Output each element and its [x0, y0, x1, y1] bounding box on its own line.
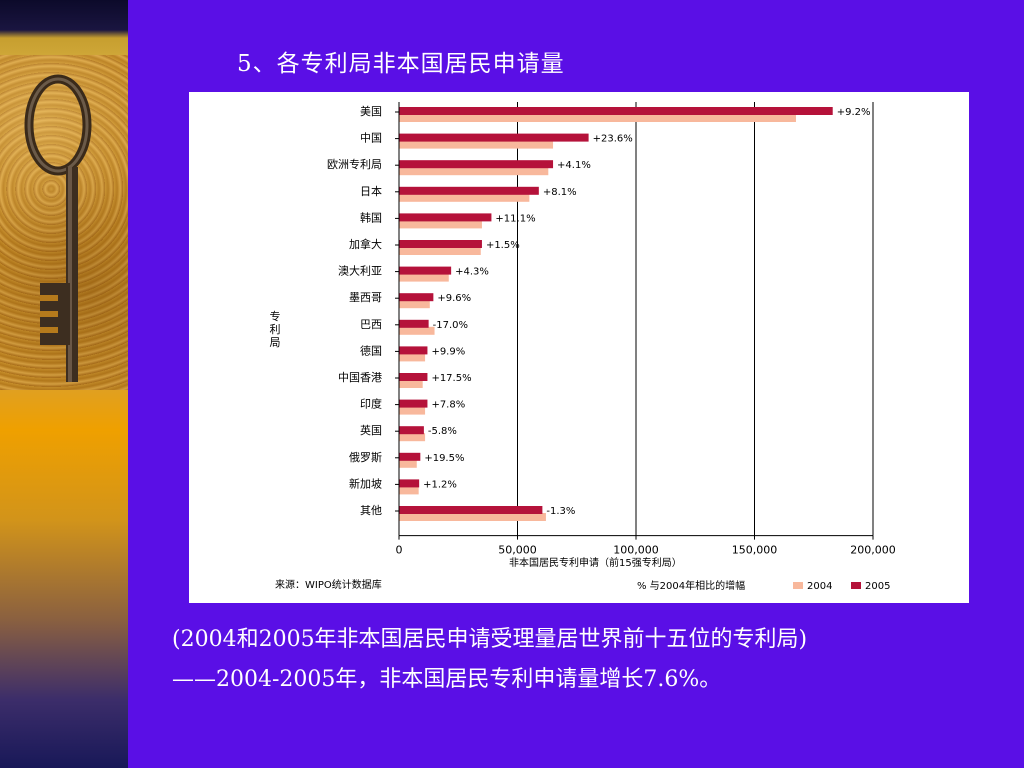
slide-title: 5、各专利局非本国居民申请量	[237, 51, 565, 77]
x-axis-label: 非本国居民专利申请（前15强专利局）	[509, 556, 682, 569]
bar-2005	[399, 373, 428, 381]
x-tick-label: 200,000	[850, 544, 896, 557]
growth-label: +1.5%	[486, 240, 520, 251]
bar-2004	[399, 353, 426, 362]
bar-2004	[399, 220, 482, 229]
caption-line-2: ——2004-2005年，非本国居民专利申请量增长7.6%。	[172, 667, 722, 692]
bar-2005	[399, 240, 482, 248]
category-label: 德国	[360, 343, 382, 357]
bar-2004	[399, 273, 449, 282]
legend-label-2005: 2005	[865, 581, 890, 592]
growth-legend-label: % 与2004年相比的增幅	[637, 579, 745, 592]
growth-label: +9.9%	[431, 346, 465, 357]
bar-2005	[399, 186, 539, 195]
y-axis-label-char: 利	[270, 323, 281, 336]
source-note: 来源：WIPO统计数据库	[275, 578, 382, 591]
x-tick-label: 50,000	[498, 544, 537, 557]
category-label: 中国	[360, 132, 382, 145]
category-label: 美国	[360, 105, 382, 118]
bar-2005	[399, 452, 421, 461]
growth-label: +23.6%	[593, 134, 633, 145]
antique-key-image	[0, 55, 128, 390]
y-axis-label-char: 局	[270, 336, 281, 349]
legend-swatch-2004	[793, 582, 803, 589]
growth-label: +4.1%	[557, 160, 591, 171]
bar-2004	[399, 406, 426, 415]
category-label: 墨西哥	[349, 291, 382, 304]
category-label: 俄罗斯	[349, 451, 382, 464]
bar-2004	[399, 140, 554, 149]
category-label: 新加坡	[349, 476, 382, 490]
x-tick-label: 100,000	[613, 544, 659, 557]
bar-2005	[399, 213, 492, 222]
growth-label: +1.2%	[423, 479, 457, 490]
category-label: 欧洲专利局	[327, 157, 382, 171]
growth-label: +11.1%	[495, 213, 535, 224]
bar-2004	[399, 513, 546, 521]
category-label: 加拿大	[349, 237, 382, 251]
caption-line-1: (2004和2005年非本国居民申请受理量居世界前十五位的专利局)	[172, 627, 808, 652]
bar-2005	[399, 160, 554, 169]
bar-2004	[399, 114, 796, 122]
growth-label: +9.2%	[837, 107, 871, 118]
bar-2005	[399, 133, 589, 142]
bar-2005	[399, 266, 452, 275]
category-label: 巴西	[360, 318, 382, 331]
bar-2005	[399, 506, 543, 514]
bar-chart: 美国 +9.2% 中国 +23.6% 欧洲专利局 +4.1% 日本 +8.1% 韩国 +11.1%…	[270, 102, 896, 592]
bar-2005	[399, 426, 424, 435]
bar-2005	[399, 346, 428, 355]
bar-2005	[399, 293, 434, 302]
bar-2004	[399, 167, 549, 176]
category-label: 印度	[360, 397, 382, 411]
bar-2004	[399, 459, 417, 468]
bar-2004	[399, 300, 430, 309]
bar-2005	[399, 399, 428, 408]
chart-panel: 美国 +9.2% 中国 +23.6% 欧洲专利局 +4.1% 日本 +8.1% 韩国 +11.1%…	[189, 92, 969, 603]
growth-label: -5.8%	[428, 426, 457, 437]
slide-caption: (2004和2005年非本国居民申请受理量居世界前十五位的专利局) ——2004…	[172, 620, 992, 700]
bar-2005	[399, 319, 429, 328]
y-axis-label-char: 专	[270, 309, 281, 323]
bar-2004	[399, 326, 435, 335]
growth-label: +4.3%	[455, 267, 489, 278]
category-label: 其他	[360, 504, 382, 517]
category-label: 英国	[360, 423, 382, 437]
growth-label: -1.3%	[546, 506, 575, 517]
bar-2004	[399, 433, 426, 442]
bar-2005	[399, 107, 833, 115]
bar-2004	[399, 247, 481, 255]
growth-label: +9.6%	[437, 293, 471, 304]
category-label: 日本	[360, 184, 382, 198]
bar-2004	[399, 380, 423, 388]
growth-label: +8.1%	[543, 187, 577, 198]
category-label: 中国香港	[338, 371, 382, 384]
x-tick-label: 150,000	[732, 544, 778, 557]
growth-label: -17.0%	[433, 320, 468, 331]
x-tick-label: 0	[396, 544, 403, 557]
legend-swatch-2005	[851, 582, 861, 589]
growth-label: +7.8%	[431, 400, 465, 411]
bar-2004	[399, 193, 530, 202]
growth-label: +17.5%	[431, 373, 471, 384]
category-label: 澳大利亚	[338, 264, 382, 278]
bar-2005	[399, 479, 420, 488]
growth-label: +19.5%	[424, 453, 464, 464]
category-label: 韩国	[360, 210, 382, 224]
legend-label-2004: 2004	[807, 581, 832, 592]
bar-2004	[399, 486, 419, 495]
